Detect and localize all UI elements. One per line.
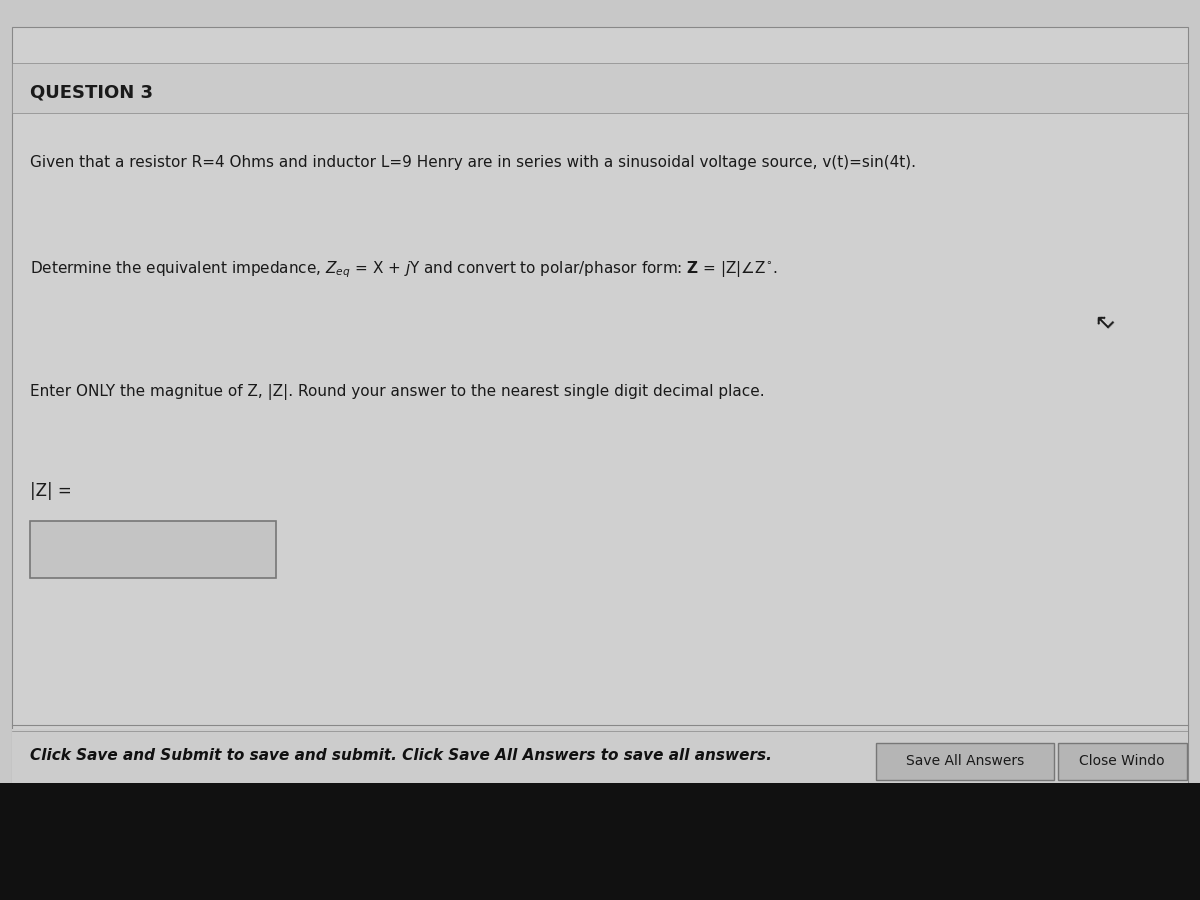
FancyBboxPatch shape [12,27,1188,783]
Text: Close Windo: Close Windo [1079,754,1165,769]
FancyBboxPatch shape [0,783,1200,900]
FancyBboxPatch shape [12,63,1188,112]
FancyBboxPatch shape [1058,742,1187,780]
Text: ↵: ↵ [1086,310,1118,342]
FancyBboxPatch shape [30,521,276,578]
Text: Enter ONLY the magnitue of Z, |Z|. Round your answer to the nearest single digit: Enter ONLY the magnitue of Z, |Z|. Round… [30,383,764,400]
Text: Click Save and Submit to save and submit. Click Save All Answers to save all ans: Click Save and Submit to save and submit… [30,749,772,763]
Text: Save All Answers: Save All Answers [906,754,1024,769]
Text: Determine the equivalent impedance, $Z_{eq}$ = X + $j$Y and convert to polar/pha: Determine the equivalent impedance, $Z_{… [30,260,778,280]
Text: Given that a resistor R=4 Ohms and inductor L=9 Henry are in series with a sinus: Given that a resistor R=4 Ohms and induc… [30,155,916,169]
Text: QUESTION 3: QUESTION 3 [30,84,154,102]
FancyBboxPatch shape [12,729,1188,783]
Text: |Z| =: |Z| = [30,482,72,500]
FancyBboxPatch shape [876,742,1054,780]
